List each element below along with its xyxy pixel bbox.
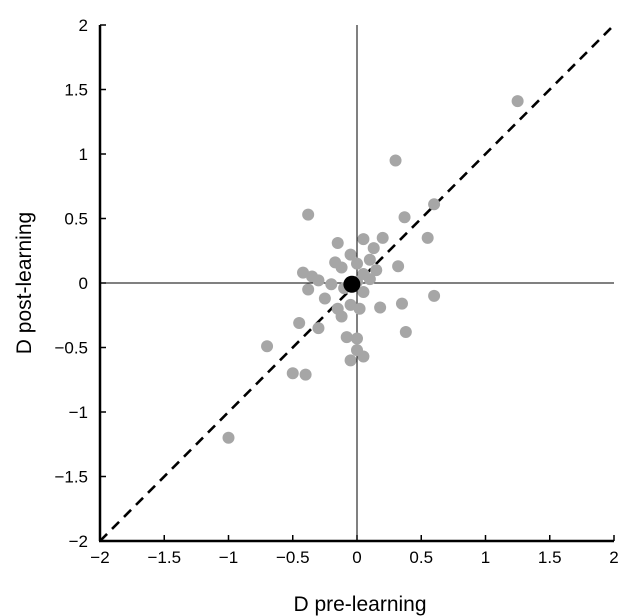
data-point <box>299 368 312 381</box>
data-point <box>318 292 331 305</box>
data-point <box>395 297 408 310</box>
data-point <box>351 257 363 270</box>
data-point <box>398 211 411 224</box>
x-axis-ticks: −2 −1.5 −1 −0.5 0 0.5 1 1.5 2 <box>90 535 619 567</box>
data-point <box>428 198 441 211</box>
data-point <box>302 283 315 296</box>
y-tick-label: 0 <box>79 274 88 293</box>
x-tick-label: −2 <box>90 548 109 567</box>
x-tick-label: 1.5 <box>538 548 562 567</box>
data-point <box>357 286 370 299</box>
mean-data-point <box>343 275 361 293</box>
x-axis-title: D pre-learning <box>293 593 426 616</box>
data-point <box>511 95 524 108</box>
y-tick-label: 0.5 <box>64 210 88 229</box>
data-point <box>357 233 370 246</box>
data-point <box>363 253 376 266</box>
x-tick-label: −1 <box>219 548 238 567</box>
y-tick-label: 1.5 <box>64 81 88 100</box>
data-point <box>374 301 387 314</box>
data-point <box>428 289 441 302</box>
data-point <box>376 231 389 244</box>
data-point <box>389 154 402 167</box>
x-tick-label: −0.5 <box>276 548 310 567</box>
y-tick-label: 2 <box>79 16 88 35</box>
data-point <box>331 237 344 250</box>
y-tick-label: −1.5 <box>54 468 88 487</box>
data-point <box>363 273 376 286</box>
data-point <box>344 354 357 367</box>
y-tick-label: −1 <box>69 403 88 422</box>
data-points <box>222 95 524 444</box>
y-tick-label: −2 <box>69 532 88 551</box>
data-point <box>399 326 412 339</box>
data-point <box>286 367 299 380</box>
data-point <box>357 350 370 363</box>
data-point <box>340 331 353 344</box>
data-point <box>367 242 380 255</box>
data-point <box>297 266 310 279</box>
data-point <box>421 231 434 244</box>
data-point <box>335 261 348 274</box>
data-point <box>351 332 363 345</box>
data-point <box>302 208 315 221</box>
data-point <box>344 298 357 311</box>
x-tick-label: 0.5 <box>409 548 433 567</box>
data-point <box>335 310 348 323</box>
data-point <box>312 274 325 287</box>
x-tick-label: 0 <box>352 548 361 567</box>
mean-point <box>343 275 361 293</box>
y-tick-label: −0.5 <box>54 339 88 358</box>
y-axis-ticks: −2 −1.5 −1 −0.5 0 0.5 1 1.5 2 <box>54 16 106 551</box>
data-point <box>293 316 306 329</box>
data-point <box>222 431 235 444</box>
data-point <box>325 278 338 291</box>
data-point <box>370 264 383 277</box>
data-point <box>344 248 357 261</box>
y-axis-title: D post-learning <box>13 212 36 354</box>
data-point <box>261 340 274 353</box>
x-tick-label: 1 <box>481 548 490 567</box>
x-tick-label: 2 <box>609 548 618 567</box>
data-point <box>392 260 405 273</box>
data-point <box>312 322 325 335</box>
data-point <box>353 302 366 315</box>
x-tick-label: −1.5 <box>147 548 181 567</box>
y-tick-label: 1 <box>79 145 88 164</box>
